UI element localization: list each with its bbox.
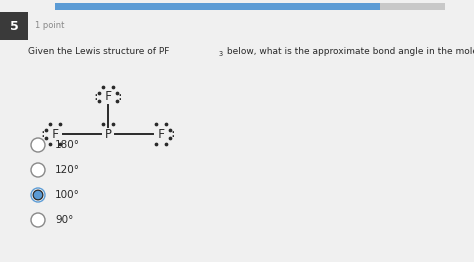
Text: 90°: 90° [55,215,73,225]
Text: 5: 5 [9,19,18,32]
Text: 1 point: 1 point [35,21,64,30]
Text: :: : [117,92,123,102]
Circle shape [33,189,44,200]
Text: 3: 3 [219,51,223,57]
Text: 180°: 180° [55,140,80,150]
Text: 100°: 100° [55,190,80,200]
Text: F: F [157,128,164,140]
Text: F: F [104,90,111,103]
Circle shape [35,192,42,199]
FancyBboxPatch shape [0,12,28,40]
FancyBboxPatch shape [55,3,445,10]
Text: P: P [104,128,111,140]
Circle shape [31,138,45,152]
Text: 120°: 120° [55,165,80,175]
Text: :: : [40,129,46,139]
Text: below, what is the approximate bond angle in the molecule?: below, what is the approximate bond angl… [224,47,474,57]
FancyBboxPatch shape [55,3,380,10]
Text: F: F [52,128,59,140]
Text: Given the Lewis structure of PF: Given the Lewis structure of PF [28,47,169,57]
Text: :: : [170,129,176,139]
Circle shape [31,213,45,227]
Circle shape [31,163,45,177]
Text: :: : [92,92,100,102]
Circle shape [31,188,45,202]
